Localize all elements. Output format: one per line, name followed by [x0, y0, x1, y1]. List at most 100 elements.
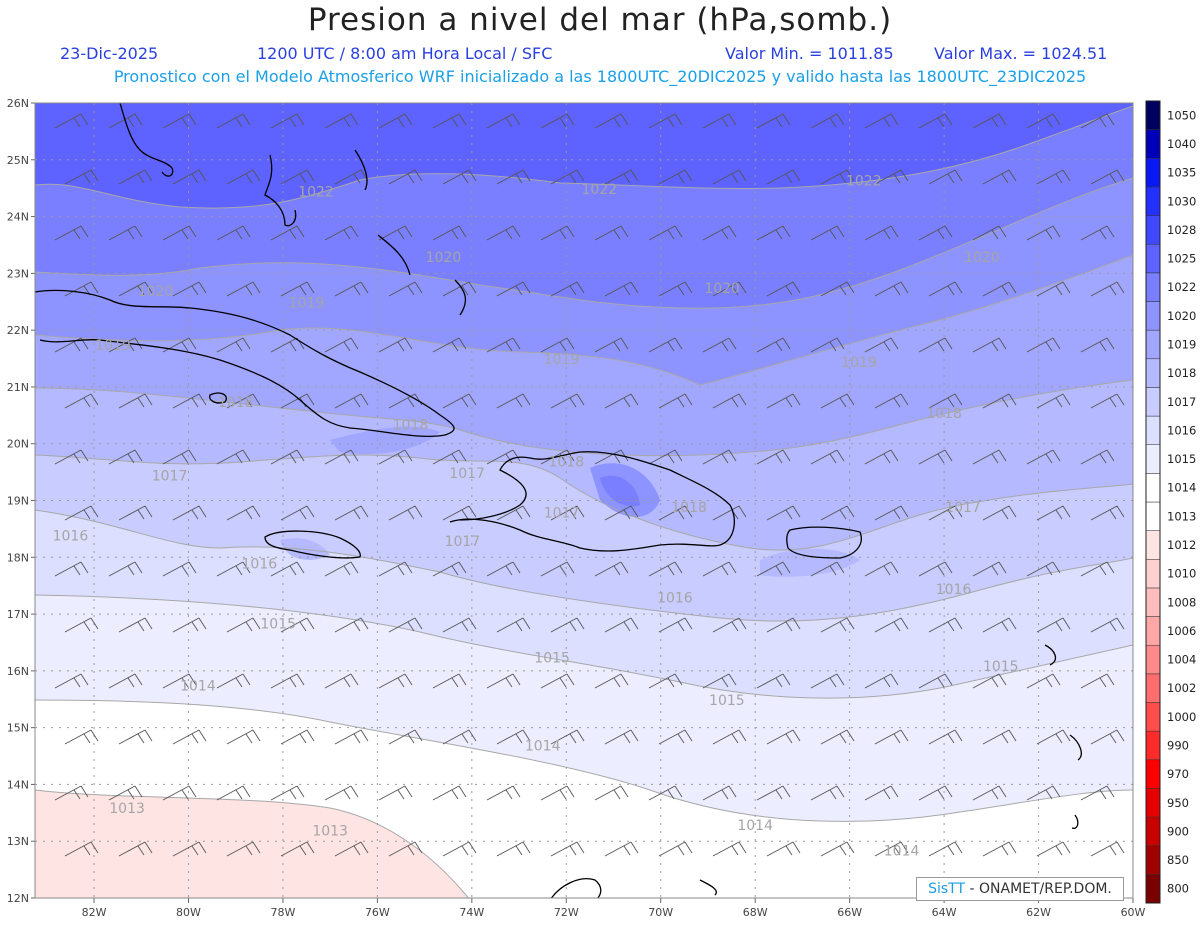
wind-barb [134, 897, 136, 898]
wind-barb [702, 225, 737, 241]
wind-barb [820, 841, 855, 857]
colorbar-frame [1145, 100, 1161, 904]
lat-tick-label: 15N [7, 722, 29, 735]
wind-barb [972, 337, 1007, 353]
wind-barb [648, 785, 683, 801]
wind-barb [766, 393, 801, 409]
wind-barb [890, 897, 892, 898]
sistt-logo-text: SisTT [928, 881, 966, 897]
wind-barb [378, 113, 413, 129]
wind-barb [442, 169, 477, 185]
wind-barb [226, 393, 261, 409]
wind-barb [756, 673, 791, 689]
wind-barb [820, 393, 855, 409]
wind-barb [172, 393, 207, 409]
wind-barb [432, 561, 467, 577]
colorbar-label: 970 [1167, 767, 1189, 781]
wind-barb [162, 561, 197, 577]
wind-barb [172, 505, 207, 521]
colorbar-swatch [1145, 158, 1161, 188]
isobar-label: 1015 [534, 650, 570, 666]
wind-barb [928, 729, 963, 745]
wind-barb [594, 337, 629, 353]
wind-barb [540, 337, 575, 353]
wind-barb [1026, 449, 1061, 465]
wind-barb [756, 337, 791, 353]
colorbar-swatch [1145, 874, 1161, 904]
wind-barb [604, 617, 639, 633]
wind-barb [874, 841, 909, 857]
wind-barb [820, 505, 855, 521]
wind-barb [216, 561, 251, 577]
wind-barb [1080, 449, 1115, 465]
colorbar-label: 1002 [1167, 681, 1196, 695]
wind-barb [594, 673, 629, 689]
colorbar-label: 800 [1167, 882, 1189, 896]
wind-barb [378, 785, 413, 801]
wind-barb [432, 785, 467, 801]
wind-barb [388, 281, 423, 297]
wind-barb [864, 449, 899, 465]
isobar-label: 1022 [298, 185, 334, 201]
wind-barb [64, 841, 99, 857]
wind-barb [658, 169, 693, 185]
wind-barb [1080, 225, 1115, 241]
wind-barb [388, 729, 423, 745]
wind-barb [540, 225, 575, 241]
colorbar-swatch [1145, 788, 1161, 818]
wind-barb [1080, 337, 1115, 353]
wind-barb [928, 505, 963, 521]
wind-barb [918, 337, 953, 353]
colorbar-label: 1020 [1167, 309, 1196, 323]
colorbar-swatch [1145, 673, 1161, 703]
isobar-label: 1017 [945, 500, 981, 516]
colorbar-swatch [1145, 243, 1161, 274]
colorbar-swatch [1145, 530, 1161, 560]
wind-barb [972, 673, 1007, 689]
wind-barb [874, 393, 909, 409]
wind-barb [604, 729, 639, 745]
wind-barb [388, 505, 423, 521]
wind-barb [334, 281, 369, 297]
wind-barb [378, 673, 413, 689]
wind-barb [928, 393, 963, 409]
wind-barb [54, 673, 89, 689]
wind-barb [442, 841, 477, 857]
wind-barb [594, 785, 629, 801]
lat-tick-label: 14N [7, 778, 29, 791]
wind-barb [712, 729, 747, 745]
wind-barb [1036, 281, 1071, 297]
wind-barb [540, 113, 575, 129]
wind-barb [378, 337, 413, 353]
wind-barb [226, 841, 261, 857]
wind-barb [1090, 281, 1125, 297]
wind-barb [324, 225, 359, 241]
wind-barb [810, 337, 845, 353]
wind-barb [108, 673, 143, 689]
wind-barb [972, 113, 1007, 129]
wind-barb [594, 561, 629, 577]
colorbar-label: 1019 [1167, 337, 1196, 351]
wind-barb [756, 113, 791, 129]
wind-barb [1026, 673, 1061, 689]
wind-barb [496, 841, 531, 857]
wind-barb [226, 281, 261, 297]
wind-barb [982, 617, 1017, 633]
wind-barb [756, 561, 791, 577]
wind-barb [972, 561, 1007, 577]
wind-barb [702, 113, 737, 129]
isobar-label: 1020 [964, 250, 1000, 266]
wind-barb [756, 785, 791, 801]
wind-barb [874, 505, 909, 521]
isobar-label: 1018 [926, 406, 962, 422]
colorbar-label: 1018 [1167, 366, 1196, 380]
wind-barb [1026, 337, 1061, 353]
wind-barb [226, 169, 261, 185]
wind-barb [1080, 561, 1115, 577]
colorbar: 800 850 900 950 970 990 1000 1002 1004 1006 1008 10… [1145, 100, 1196, 904]
wind-barb [496, 729, 531, 745]
wind-barb [442, 505, 477, 521]
wind-barb [594, 449, 629, 465]
wind-barb [712, 841, 747, 857]
